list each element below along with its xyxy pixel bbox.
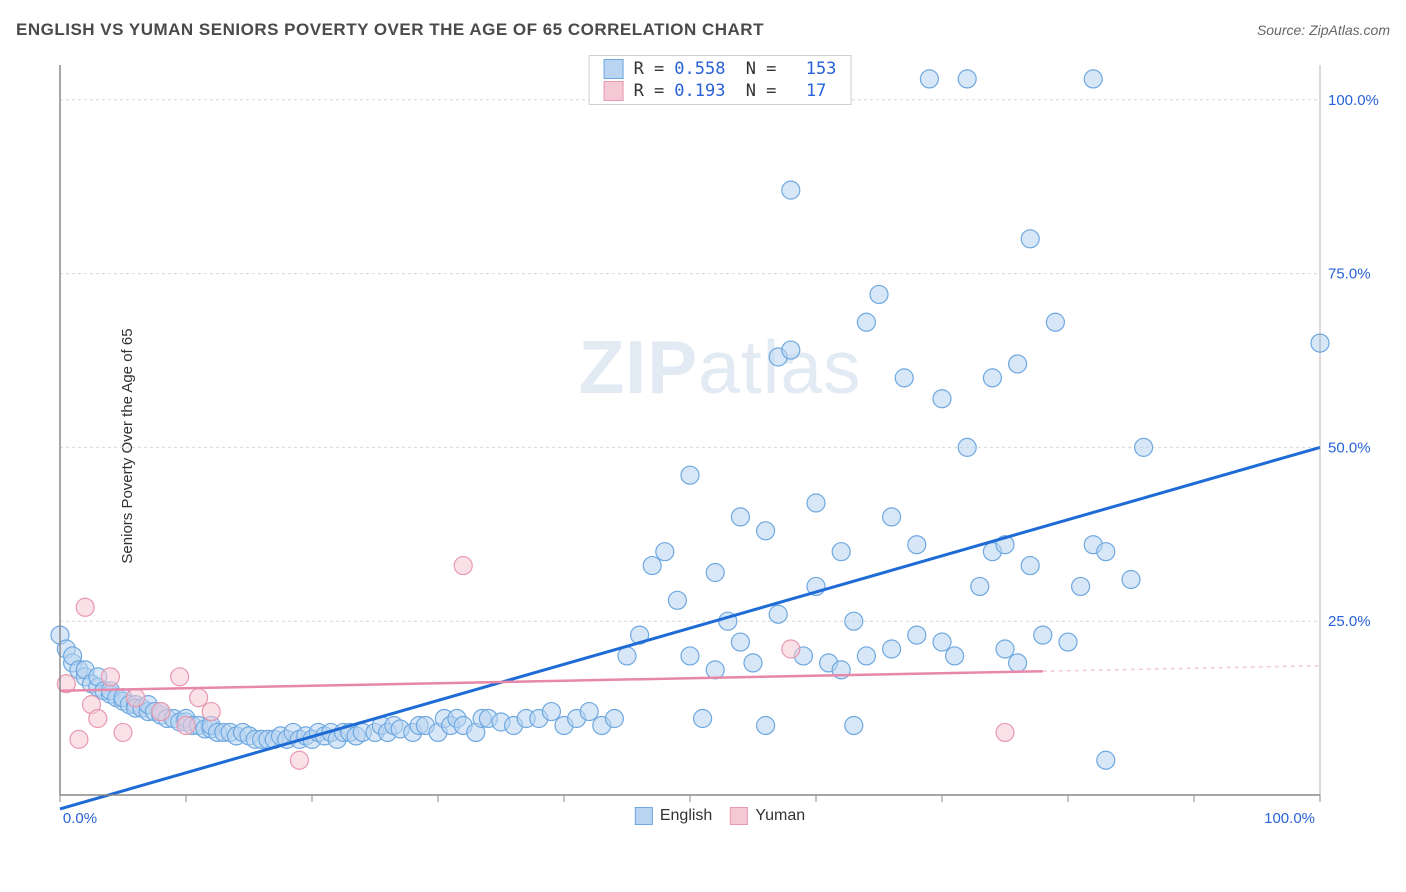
legend-item-english: English (635, 807, 712, 825)
swatch-english-icon (635, 807, 653, 825)
svg-text:25.0%: 25.0% (1328, 613, 1371, 630)
series-legend: English Yuman (635, 807, 805, 825)
n-value-english: 153 (786, 59, 836, 79)
n-value-yuman: 17 (786, 81, 826, 101)
correlation-legend: R = 0.558 N = 153 R = 0.193 N = 17 (589, 55, 852, 105)
chart-area: ZIPatlas 25.0%50.0%75.0%100.0% 0.0%100.0… (50, 55, 1390, 835)
svg-text:100.0%: 100.0% (1264, 810, 1315, 827)
r-value-english: 0.558 (674, 59, 725, 79)
legend-row-yuman: R = 0.193 N = 17 (590, 80, 851, 102)
header: ENGLISH VS YUMAN SENIORS POVERTY OVER TH… (16, 20, 1390, 40)
legend-row-english: R = 0.558 N = 153 (590, 58, 851, 80)
source-attribution: Source: ZipAtlas.com (1257, 22, 1390, 38)
legend-label-yuman: Yuman (755, 807, 805, 825)
legend-item-yuman: Yuman (730, 807, 805, 825)
scatter-plot: 25.0% 50.0% 75.0% 100.0% 0.0% 100.0% (50, 55, 1390, 835)
chart-title: ENGLISH VS YUMAN SENIORS POVERTY OVER TH… (16, 20, 764, 40)
svg-text:100.0%: 100.0% (1328, 92, 1379, 109)
svg-text:75.0%: 75.0% (1328, 266, 1371, 283)
svg-text:50.0%: 50.0% (1328, 439, 1371, 456)
legend-label-english: English (660, 807, 712, 825)
svg-text:0.0%: 0.0% (63, 810, 97, 827)
swatch-english (604, 59, 624, 79)
r-value-yuman: 0.193 (674, 81, 725, 101)
swatch-yuman (604, 81, 624, 101)
swatch-yuman-icon (730, 807, 748, 825)
